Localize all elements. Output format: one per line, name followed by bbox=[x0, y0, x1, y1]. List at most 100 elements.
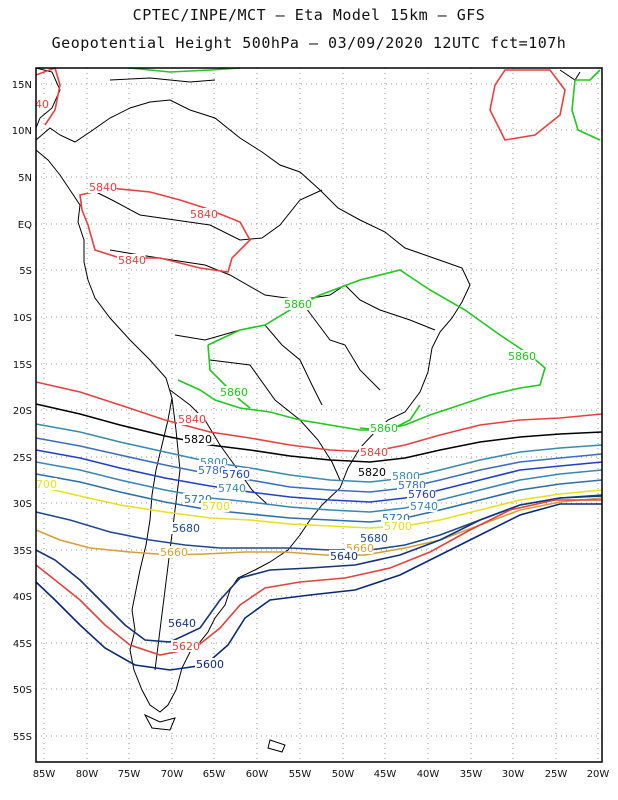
height-contours bbox=[35, 66, 603, 671]
contour-label: 5860 bbox=[220, 386, 248, 399]
contour-5740 bbox=[35, 461, 603, 513]
contour-5840 bbox=[35, 66, 61, 126]
graticule bbox=[36, 68, 602, 762]
lat-tick-label: 40S bbox=[13, 592, 32, 603]
contour-label: 5680 bbox=[172, 522, 200, 535]
lon-tick-label: 85W bbox=[33, 769, 56, 780]
contour-label-bg bbox=[369, 422, 398, 434]
lat-tick-label: 35S bbox=[13, 546, 32, 557]
lat-tick-label: 45S bbox=[13, 639, 32, 650]
lat-tick-label: 15N bbox=[12, 80, 32, 91]
contour-label-bg bbox=[407, 488, 436, 500]
contour-label-bg bbox=[35, 478, 57, 490]
lat-tick-label: 20S bbox=[13, 406, 32, 417]
lon-tick-label: 55W bbox=[289, 769, 312, 780]
contour-label-bg bbox=[34, 98, 50, 110]
contour-label: 5820 bbox=[358, 466, 386, 479]
contour-label: 5840 bbox=[190, 208, 218, 221]
contour-label-bg bbox=[221, 468, 250, 480]
contour-label-bg bbox=[359, 532, 388, 544]
contour-5660 bbox=[35, 497, 603, 556]
contour-label: 5620 bbox=[172, 640, 200, 653]
contour-label-bg bbox=[357, 466, 386, 478]
contour-label-bg bbox=[177, 413, 206, 425]
lat-tick-label: 5N bbox=[18, 173, 32, 184]
contour-label: 40 bbox=[35, 98, 49, 111]
contour-label: 5820 bbox=[184, 433, 212, 446]
contour-label-bg bbox=[409, 500, 438, 512]
contour-5720 bbox=[35, 473, 603, 523]
contour-label-bg bbox=[167, 617, 196, 629]
coastline-and-borders bbox=[35, 67, 581, 753]
contour-label-bg bbox=[283, 298, 312, 310]
contour-5640 bbox=[35, 495, 603, 643]
contour-5840 bbox=[489, 69, 566, 141]
map-title-line1: CPTEC/INPE/MCT – Eta Model 15km – GFS bbox=[132, 6, 486, 24]
contour-5820 bbox=[35, 403, 603, 463]
lon-tick-label: 70W bbox=[161, 769, 184, 780]
contour-label-bg bbox=[383, 520, 412, 532]
lat-tick-label: 50S bbox=[13, 685, 32, 696]
contour-label: 5700 bbox=[384, 520, 412, 533]
contour-label-bg bbox=[329, 550, 358, 562]
contour-label: 5740 bbox=[410, 500, 438, 513]
contour-label-bg bbox=[189, 208, 218, 220]
contour-label-bg bbox=[217, 482, 246, 494]
map-title-line2: Geopotential Height 500hPa – 03/09/2020 … bbox=[51, 34, 567, 52]
contour-label: 5840 bbox=[118, 254, 146, 267]
contour-label: 5840 bbox=[178, 413, 206, 426]
contour-label-bg bbox=[88, 181, 117, 193]
lon-tick-label: 35W bbox=[460, 769, 483, 780]
contour-label: 5640 bbox=[168, 617, 196, 630]
lat-tick-label: 10N bbox=[12, 126, 32, 137]
contour-label-bg bbox=[159, 546, 188, 558]
contour-label-bg bbox=[507, 350, 536, 362]
lat-tick-label: 5S bbox=[19, 266, 32, 277]
contour-label-bg bbox=[195, 658, 224, 670]
lon-tick-label: 20W bbox=[587, 769, 610, 780]
contour-label: 700 bbox=[36, 478, 57, 491]
contour-5860 bbox=[207, 344, 251, 409]
lat-tick-label: EQ bbox=[18, 220, 32, 231]
lon-tick-label: 25W bbox=[545, 769, 568, 780]
lat-tick-label: 10S bbox=[13, 313, 32, 324]
lon-tick-label: 50W bbox=[332, 769, 355, 780]
contour-label: 5760 bbox=[408, 488, 436, 501]
contour-5860 bbox=[129, 67, 241, 73]
contour-label-bg bbox=[171, 640, 200, 652]
contour-5700 bbox=[35, 485, 603, 529]
contour-label-bg bbox=[183, 433, 212, 445]
contour-5620 bbox=[35, 499, 602, 656]
contour-label: 5740 bbox=[218, 482, 246, 495]
contour-5760 bbox=[35, 449, 603, 503]
contour-label-bg bbox=[171, 522, 200, 534]
lat-tick-label: 25S bbox=[13, 453, 32, 464]
contour-label: 5840 bbox=[89, 181, 117, 194]
lon-tick-label: 75W bbox=[118, 769, 141, 780]
lon-tick-label: 30W bbox=[502, 769, 525, 780]
contour-label: 5840 bbox=[360, 446, 388, 459]
map-frame bbox=[35, 67, 603, 763]
lon-tick-label: 65W bbox=[203, 769, 226, 780]
contour-5780 bbox=[35, 437, 603, 493]
contour-5860 bbox=[571, 69, 601, 141]
contour-label: 5680 bbox=[360, 532, 388, 545]
contour-5800 bbox=[35, 423, 603, 483]
lon-tick-label: 40W bbox=[417, 769, 440, 780]
contour-label: 5860 bbox=[370, 422, 398, 435]
contour-5680 bbox=[35, 494, 603, 551]
contour-5600 bbox=[35, 503, 602, 671]
lat-tick-label: 55S bbox=[13, 732, 32, 743]
contour-label-bg bbox=[117, 254, 146, 266]
contour-label-bg bbox=[201, 500, 230, 512]
contour-label: 5660 bbox=[160, 546, 188, 559]
contour-label: 5640 bbox=[330, 550, 358, 563]
contour-5840 bbox=[79, 187, 251, 273]
contour-label-bg bbox=[197, 464, 226, 476]
lon-tick-label: 80W bbox=[76, 769, 99, 780]
contour-label: 5600 bbox=[196, 658, 224, 671]
contour-label-bg bbox=[219, 386, 248, 398]
lat-tick-label: 15S bbox=[13, 360, 32, 371]
contour-label: 5700 bbox=[202, 500, 230, 513]
